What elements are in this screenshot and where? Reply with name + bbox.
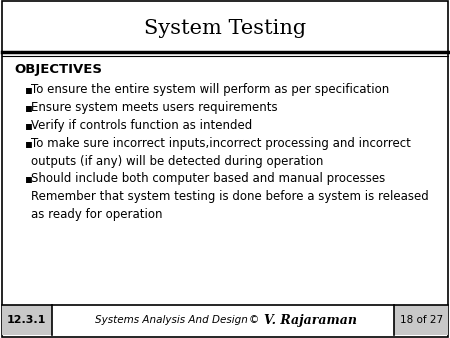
Bar xyxy=(2,305,52,335)
Text: ▪: ▪ xyxy=(25,172,33,185)
Text: OBJECTIVES: OBJECTIVES xyxy=(14,63,103,75)
Text: Remember that system testing is done before a system is released: Remember that system testing is done bef… xyxy=(31,190,428,203)
Text: To make sure incorrect inputs,incorrect processing and incorrect: To make sure incorrect inputs,incorrect … xyxy=(31,137,410,150)
Bar xyxy=(394,305,448,335)
Text: ▪: ▪ xyxy=(25,137,33,150)
Text: ▪: ▪ xyxy=(25,83,33,96)
Text: Should include both computer based and manual processes: Should include both computer based and m… xyxy=(31,172,385,185)
Text: outputs (if any) will be detected during operation: outputs (if any) will be detected during… xyxy=(31,154,323,168)
Text: V. Rajaraman: V. Rajaraman xyxy=(264,314,357,327)
Text: ©: © xyxy=(249,315,259,325)
Text: 12.3.1: 12.3.1 xyxy=(6,315,46,325)
Text: Ensure system meets users requirements: Ensure system meets users requirements xyxy=(31,101,277,114)
Text: as ready for operation: as ready for operation xyxy=(31,208,162,221)
Text: Verify if controls function as intended: Verify if controls function as intended xyxy=(31,119,252,132)
Text: ▪: ▪ xyxy=(25,119,33,132)
Text: System Testing: System Testing xyxy=(144,19,306,38)
Text: To ensure the entire system will perform as per specification: To ensure the entire system will perform… xyxy=(31,83,389,96)
Text: Systems Analysis And Design: Systems Analysis And Design xyxy=(94,315,248,325)
Text: 18 of 27: 18 of 27 xyxy=(400,315,443,325)
Text: ▪: ▪ xyxy=(25,101,33,114)
